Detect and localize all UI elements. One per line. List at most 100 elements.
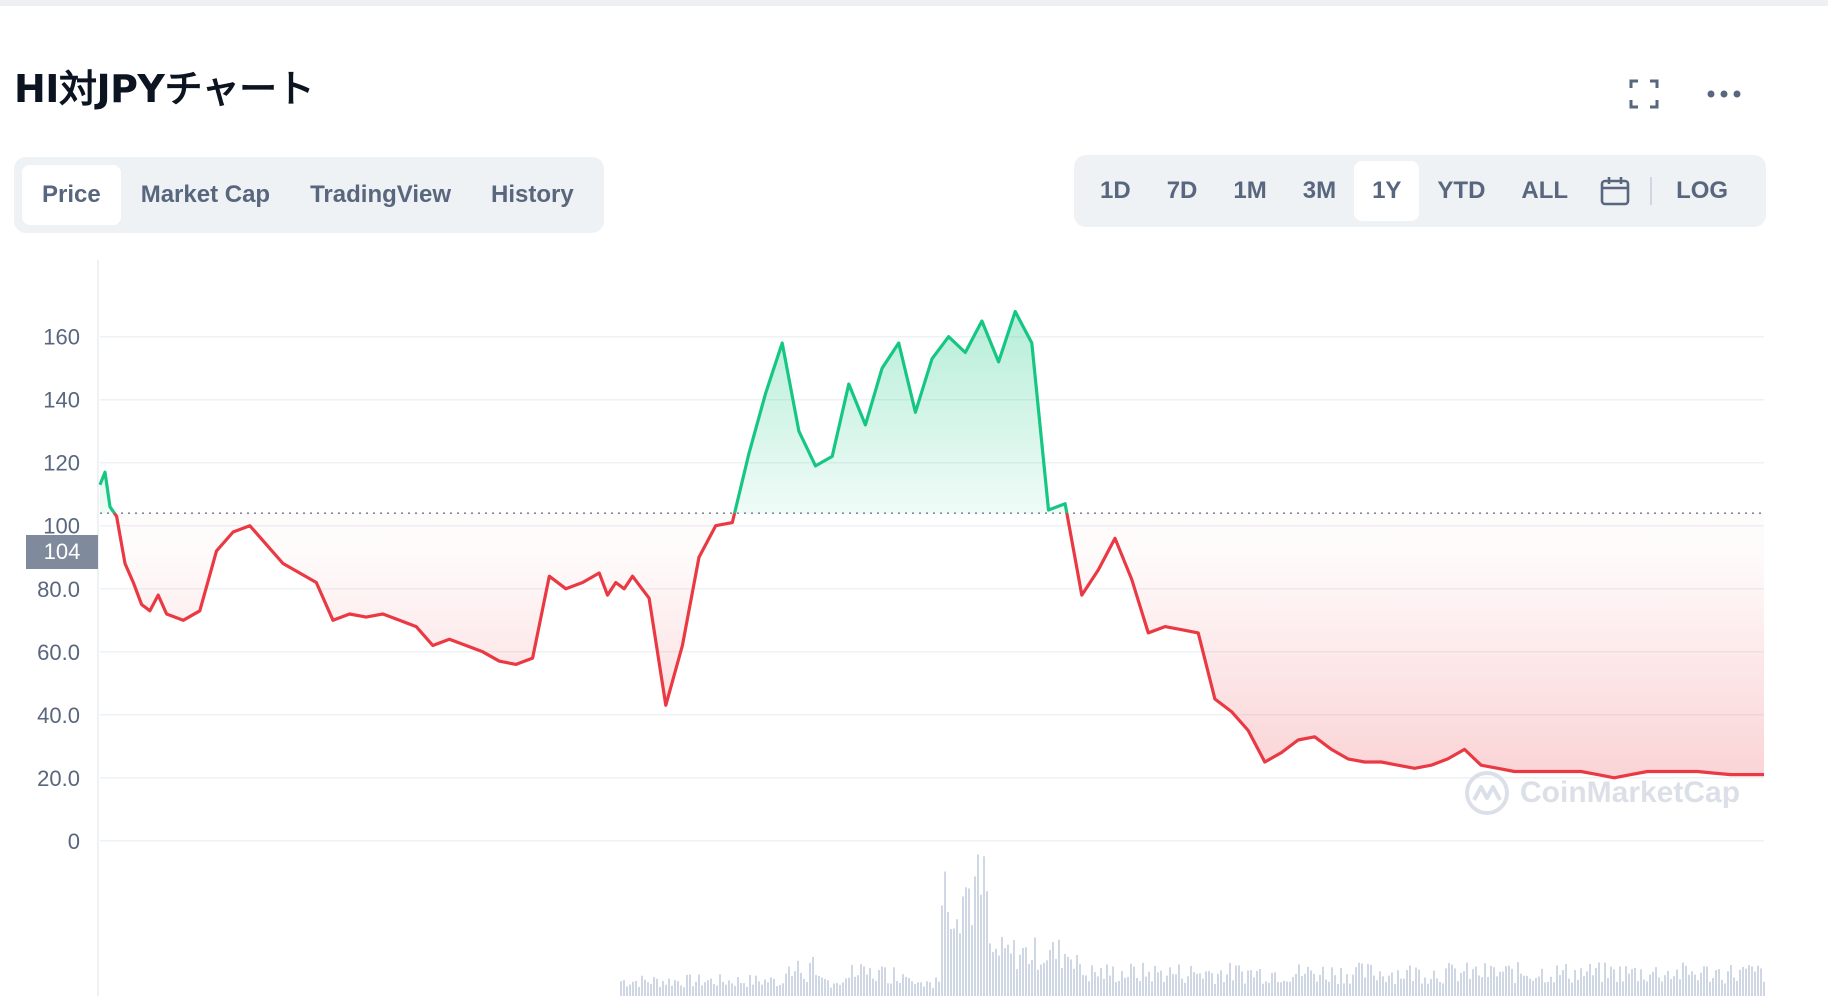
volume-bar (1610, 966, 1612, 996)
volume-bar (1577, 979, 1579, 996)
volume-bar (1289, 981, 1291, 996)
volume-bar (785, 973, 787, 996)
volume-bar (1379, 971, 1381, 996)
volume-bar (995, 948, 997, 996)
volume-bar (890, 983, 892, 996)
volume-bar (1553, 982, 1555, 996)
tab-market-cap[interactable]: Market Cap (140, 181, 271, 208)
volume-bar (1241, 971, 1243, 996)
volume-bar (1316, 981, 1318, 996)
volume-bar (806, 982, 808, 996)
volume-bar (1310, 970, 1312, 996)
volume-bar (1229, 962, 1231, 996)
fullscreen-icon[interactable] (1624, 74, 1664, 114)
volume-bar (1340, 968, 1342, 996)
volume-bar (1730, 965, 1732, 996)
range-ytd[interactable]: YTD (1437, 177, 1486, 204)
volume-bar (1658, 977, 1660, 996)
volume-bar (677, 981, 679, 996)
volume-bar (1373, 975, 1375, 996)
volume-bar (1403, 978, 1405, 996)
volume-bar (1268, 982, 1270, 996)
volume-bar (1427, 983, 1429, 996)
volume-bar (980, 894, 982, 996)
range-all[interactable]: ALL (1521, 177, 1569, 204)
volume-bar (1181, 978, 1183, 996)
volume-bar (1202, 978, 1204, 996)
volume-bar (1694, 974, 1696, 996)
coinmarketcap-logo-icon (1465, 771, 1509, 815)
volume-bar (767, 982, 769, 996)
volume-bar (776, 986, 778, 996)
volume-bar (1562, 970, 1564, 996)
volume-bar (1619, 966, 1621, 996)
more-icon[interactable] (1704, 74, 1744, 114)
volume-bar (683, 987, 685, 996)
volume-bar (968, 888, 970, 996)
volume-bar (938, 981, 940, 996)
range-7d[interactable]: 7D (1166, 177, 1198, 204)
tab-tradingview[interactable]: TradingView (310, 181, 452, 208)
volume-bar (1274, 972, 1276, 996)
volume-bar (1430, 979, 1432, 996)
y-tick-label: 140 (43, 388, 80, 413)
volume-bar (1145, 976, 1147, 996)
price-area-down (100, 513, 1764, 778)
volume-bar (656, 978, 658, 996)
volume-bar (1751, 966, 1753, 996)
volume-bar (1025, 947, 1027, 996)
volume-bar (899, 982, 901, 996)
volume-bar (1250, 970, 1252, 996)
volume-bar (1118, 981, 1120, 996)
price-chart[interactable]: 0 20.0 40.0 60.0 80.0 100 120 140 160 (0, 240, 1828, 996)
log-toggle[interactable]: LOG (1676, 177, 1729, 204)
volume-bar (1337, 983, 1339, 996)
volume-bar (971, 925, 973, 996)
volume-bar (1160, 970, 1162, 996)
range-1y[interactable]: 1Y (1354, 161, 1420, 221)
volume-bar (1463, 971, 1465, 996)
volume-bar (902, 974, 904, 996)
volume-bar (755, 975, 757, 996)
volume-bar (920, 982, 922, 996)
volume-bar (929, 982, 931, 996)
volume-bar (1586, 971, 1588, 996)
range-3m[interactable]: 3M (1302, 177, 1337, 204)
y-tick-label: 60.0 (37, 640, 80, 665)
volume-bar (1061, 968, 1063, 996)
range-1d[interactable]: 1D (1100, 177, 1131, 204)
volume-bar (1436, 978, 1438, 996)
volume-bar (839, 984, 841, 996)
volume-bar (1559, 975, 1561, 996)
volume-bar (1037, 969, 1039, 996)
volume-bar (1643, 979, 1645, 996)
volume-bar (1607, 978, 1609, 996)
tab-history[interactable]: History (491, 181, 574, 208)
volume-bar (764, 979, 766, 996)
calendar-icon[interactable] (1586, 161, 1644, 221)
price-area-up (100, 311, 1067, 514)
y-tick-label: 80.0 (37, 577, 80, 602)
volume-bar (959, 933, 961, 996)
volume-bar (1589, 964, 1591, 996)
volume-bar (632, 981, 634, 996)
volume-bar (1385, 981, 1387, 996)
volume-bar (749, 975, 751, 996)
range-1m[interactable]: 1M (1233, 177, 1267, 204)
volume-bar (1691, 971, 1693, 996)
volume-bar (1253, 977, 1255, 996)
volume-bar (638, 986, 640, 996)
volume-bar (770, 977, 772, 996)
volume-bar (1178, 964, 1180, 996)
volume-bar (881, 966, 883, 996)
volume-bar (1616, 981, 1618, 996)
volume-bar (1706, 966, 1708, 996)
tab-price[interactable]: Price (22, 165, 121, 225)
volume-bar (665, 984, 667, 996)
volume-bar (848, 977, 850, 996)
volume-bar (1370, 964, 1372, 996)
volume-bar (1565, 963, 1567, 996)
volume-bar (1493, 967, 1495, 996)
volume-bar (1322, 966, 1324, 996)
volume-bar (983, 856, 985, 996)
